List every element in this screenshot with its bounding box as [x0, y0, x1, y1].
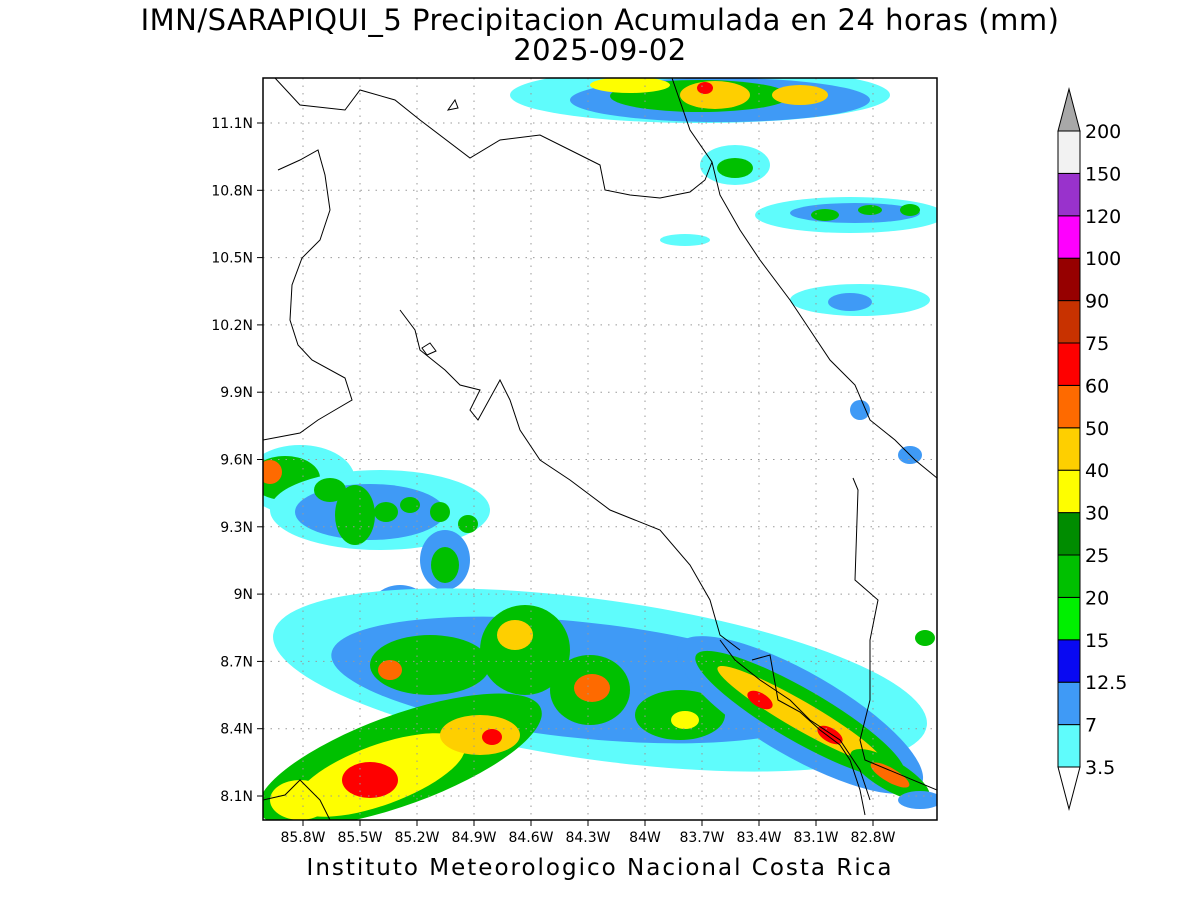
- colorbar-label: 50: [1085, 418, 1109, 440]
- lon-tick-label: 85.8W: [280, 830, 325, 846]
- osa-coast: [719, 639, 871, 801]
- panama-border: [852, 477, 937, 791]
- colorbar-label: 3.5: [1085, 757, 1115, 779]
- precip-south: [263, 445, 937, 820]
- gulf-of-nicoya: [399, 309, 741, 651]
- colorbar-label: 120: [1085, 206, 1121, 228]
- colorbar-label: 7: [1085, 715, 1097, 737]
- lon-tick-label: 83.7W: [679, 830, 724, 846]
- longitude-axis: 85.8W 85.5W 85.2W 84.9W 84.6W 84.3W 84W 83.7W 83…: [280, 820, 896, 846]
- colorbar-segment: [1057, 724, 1081, 768]
- lon-tick-label: 82.8W: [850, 830, 895, 846]
- colorbar-label: 200: [1085, 121, 1121, 143]
- lat-tick-label: 9.9N: [220, 385, 253, 401]
- colorbar-label: 75: [1085, 333, 1109, 355]
- colorbar-legend: 200 150 120 100 90 75 60 50 40 30 25 20 15 12.5 7 3.5: [1057, 87, 1127, 811]
- caribbean-coast: [671, 78, 937, 479]
- lon-tick-label: 85.2W: [394, 830, 439, 846]
- lon-tick-label: 84.9W: [451, 830, 496, 846]
- lon-tick-label: 84.3W: [565, 830, 610, 846]
- colorbar-segment: [1057, 172, 1081, 217]
- nicaragua-border: [274, 78, 713, 199]
- pacific-coast-south: [263, 779, 331, 820]
- colorbar-label: 100: [1085, 248, 1121, 270]
- lon-tick-label: 83.1W: [793, 830, 838, 846]
- lat-tick-label: 10.2N: [211, 318, 253, 334]
- lon-tick-label: 83.4W: [736, 830, 781, 846]
- colorbar-label: 12.5: [1085, 672, 1127, 694]
- lon-tick-label: 85.5W: [337, 830, 382, 846]
- colorbar-bottom-arrow: [1057, 766, 1081, 811]
- colorbar-label: 25: [1085, 545, 1109, 567]
- nicoya-coast: [263, 149, 353, 441]
- colorbar-segment: [1057, 215, 1081, 259]
- colorbar-segment: [1057, 384, 1081, 429]
- latitude-axis: 11.1N 10.8N 10.5N 10.2N 9.9N 9.6N 9.3N 9N 8.7N 8.…: [211, 116, 263, 805]
- colorbar-segment: [1057, 681, 1081, 726]
- colorbar-segment: [1057, 300, 1081, 344]
- colorbar-segment: [1057, 342, 1081, 386]
- colorbar-label: 30: [1085, 503, 1109, 525]
- colorbar-label: 15: [1085, 630, 1109, 652]
- lon-tick-label: 84.6W: [508, 830, 553, 846]
- lat-tick-label: 8.7N: [220, 654, 253, 670]
- lat-tick-label: 8.1N: [220, 789, 253, 805]
- coastlines: [263, 78, 937, 820]
- colorbar-segment: [1057, 639, 1081, 683]
- colorbar-label: 90: [1085, 291, 1109, 313]
- lat-tick-label: 9.3N: [220, 520, 253, 536]
- island: [421, 342, 437, 356]
- burica: [751, 654, 866, 816]
- title-line1: IMN/SARAPIQUI_5 Precipitacion Acumulada …: [140, 3, 1060, 37]
- colorbar-label: 60: [1085, 375, 1109, 397]
- lon-tick-label: 84W: [629, 830, 661, 846]
- footer-credit: Instituto Meteorologico Nacional Costa R…: [306, 855, 894, 881]
- colorbar-segment: [1057, 257, 1081, 302]
- colorbar-label: 20: [1085, 587, 1109, 609]
- lat-tick-label: 10.5N: [211, 251, 253, 267]
- lat-tick-label: 11.1N: [211, 116, 253, 132]
- lat-tick-label: 9N: [234, 587, 253, 603]
- precip-north: [510, 78, 937, 464]
- colorbar-segment: [1057, 596, 1081, 641]
- colorbar-segment: [1057, 554, 1081, 598]
- map-frame: [262, 77, 938, 821]
- lat-tick-label: 8.4N: [220, 722, 253, 738]
- colorbar-segment: [1057, 512, 1081, 556]
- lat-tick-label: 10.8N: [211, 183, 253, 199]
- colorbar-segment: [1057, 130, 1081, 174]
- lat-tick-label: 9.6N: [220, 453, 253, 469]
- precip-field: [263, 78, 937, 820]
- colorbar-top-arrow: [1057, 87, 1081, 132]
- colorbar-segment: [1057, 469, 1081, 514]
- island-2: [446, 98, 459, 111]
- colorbar-label: 150: [1085, 163, 1121, 185]
- colorbar-segment: [1057, 427, 1081, 471]
- title-line2: 2025-09-02: [513, 33, 687, 67]
- colorbar-label: 40: [1085, 460, 1109, 482]
